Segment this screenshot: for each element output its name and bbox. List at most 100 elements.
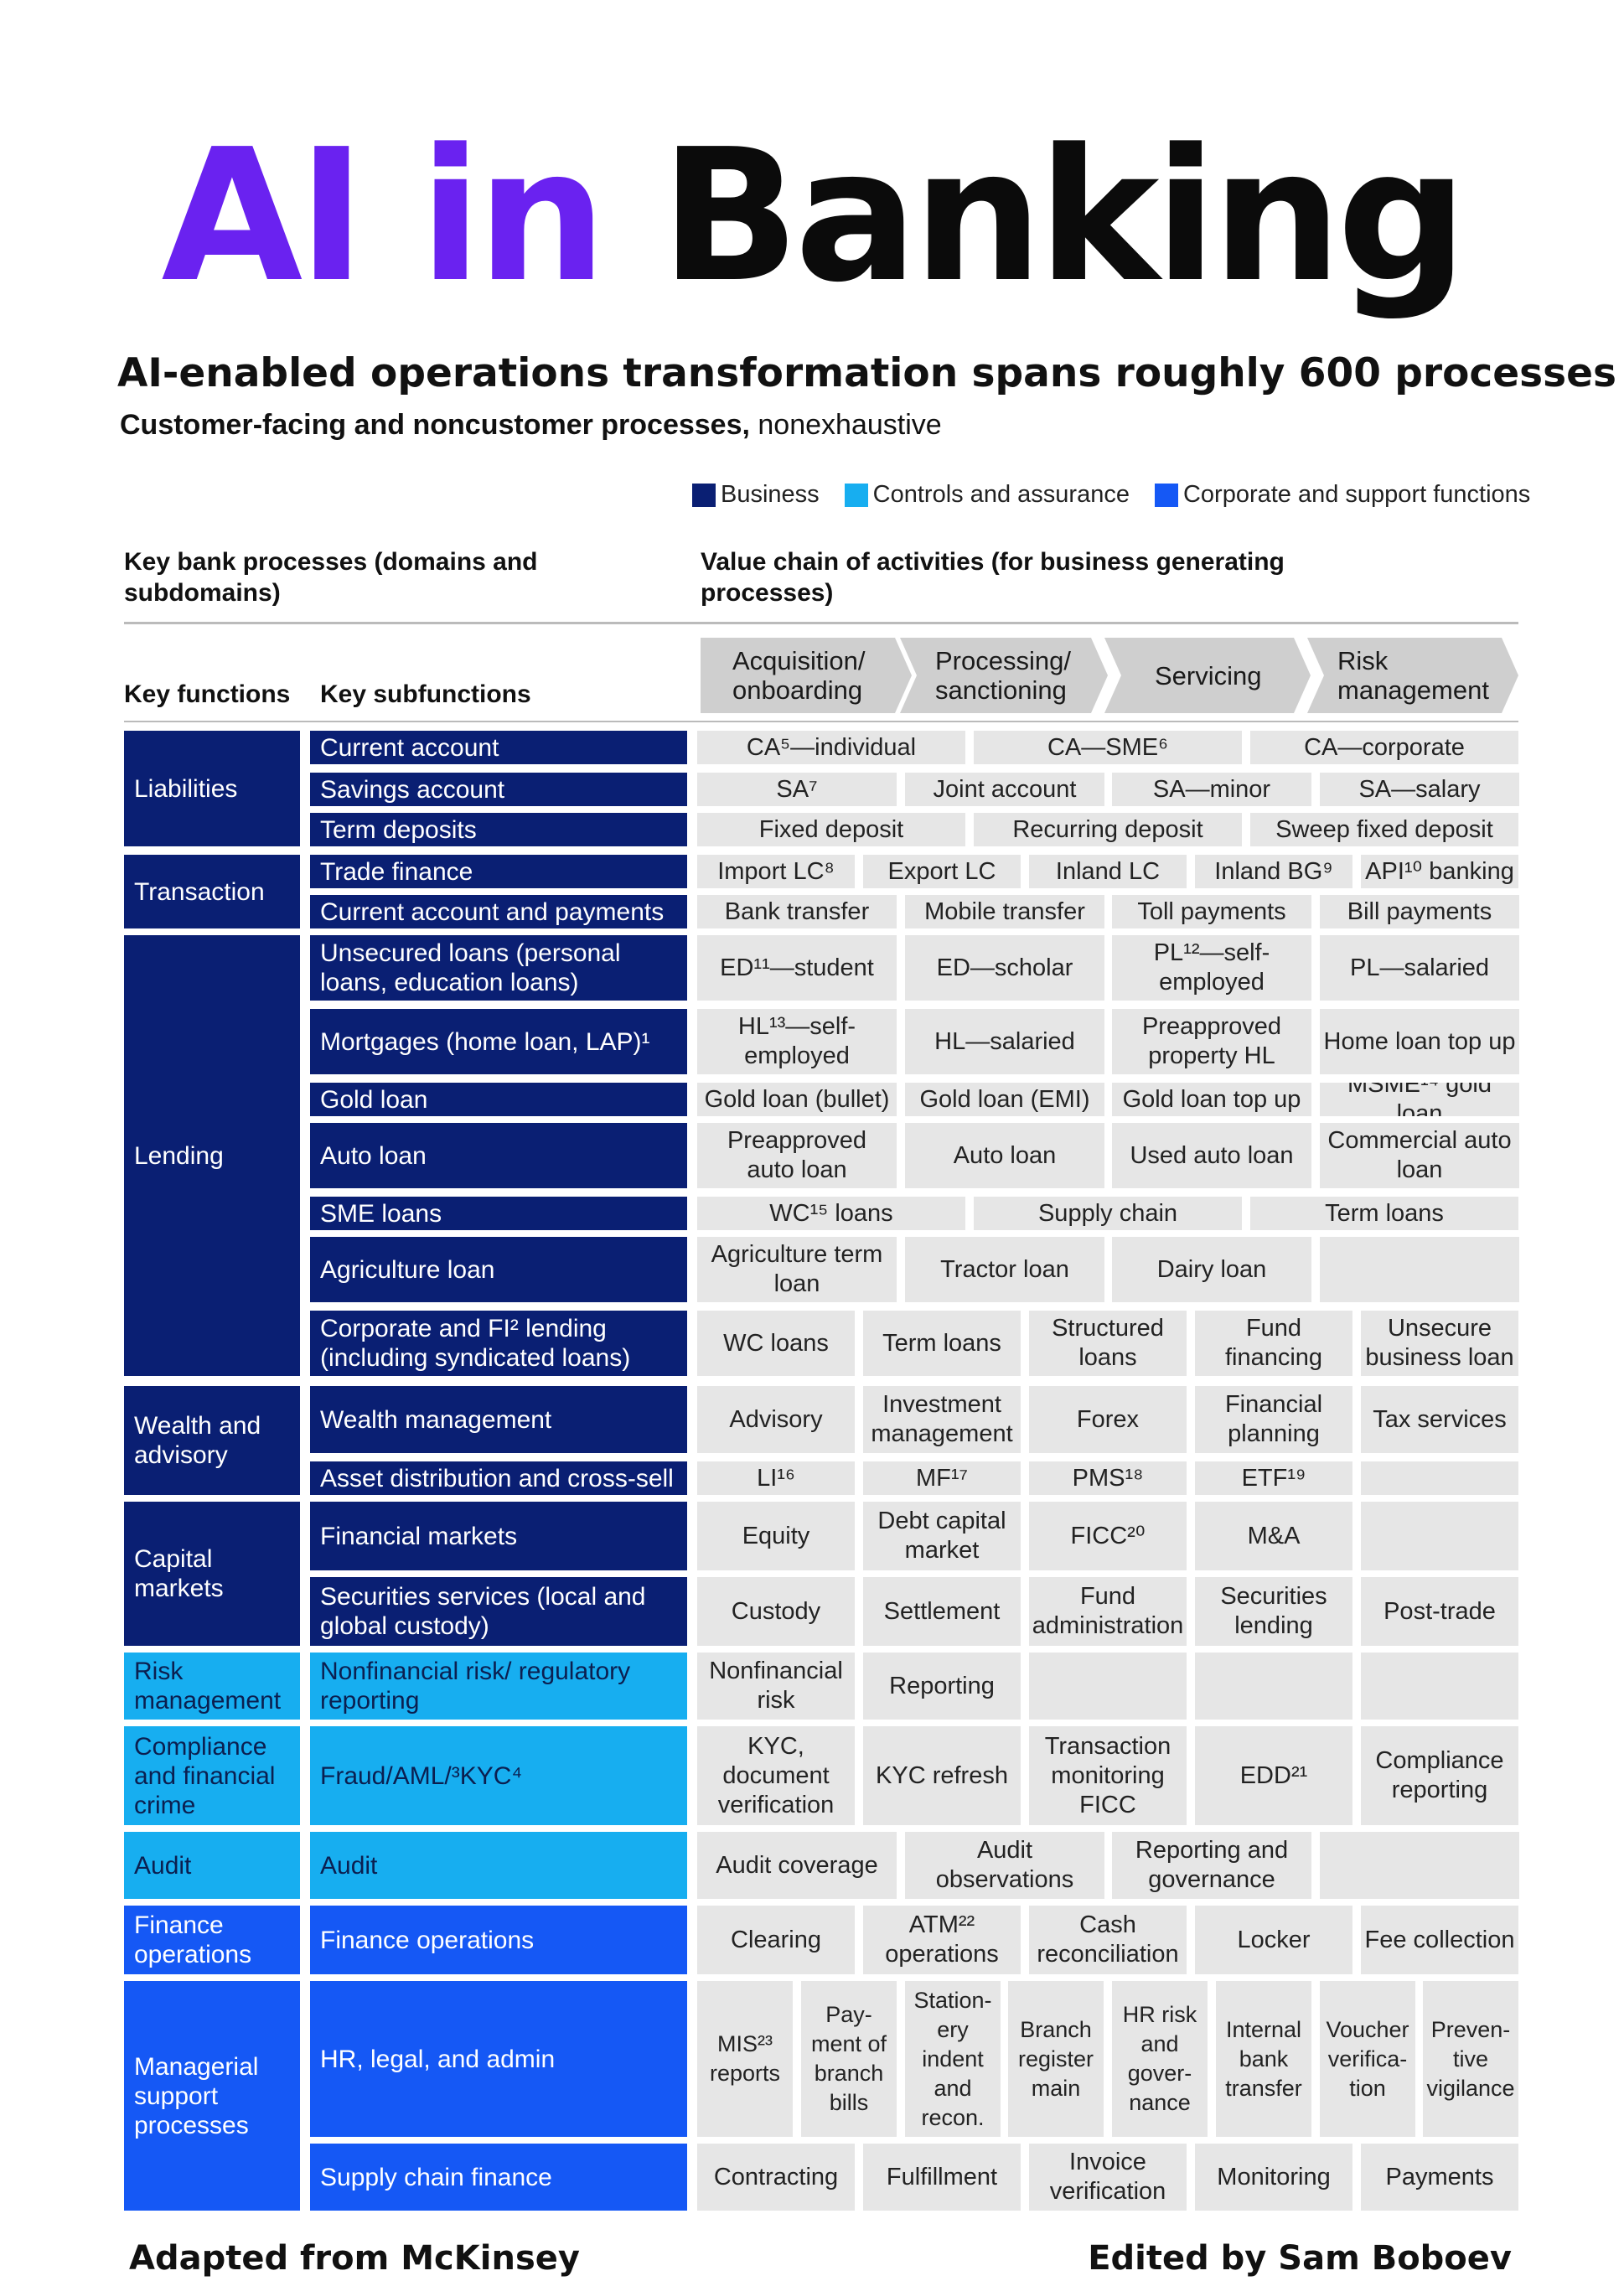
activity-cell: Monitoring <box>1195 2144 1352 2211</box>
activity-cell: Unsecure business loan <box>1361 1311 1518 1376</box>
activity-cell: SA⁷ <box>697 773 897 806</box>
activity-cell-text: Mobile transfer <box>924 897 1085 925</box>
activity-cell: PL¹²—self-employed <box>1112 935 1311 1001</box>
activity-cell-text: FICC²⁰ <box>1070 1522 1146 1549</box>
activity-cell-text: Tractor loan <box>940 1255 1069 1283</box>
activity-cell-text: Settlement <box>883 1597 1001 1625</box>
subfunction-nonfinancial-risk-regulatory-reporting-text: Nonfinancial risk/ regulatory reporting <box>320 1658 631 1715</box>
subfunction-asset-distribution-and-cross-sell: Asset distribution and cross-sell <box>310 1461 687 1495</box>
activity-cell: Gold loan top up <box>1112 1083 1311 1116</box>
activity-cell-text: Forex <box>1076 1405 1140 1433</box>
activity-cell: ETF¹⁹ <box>1195 1461 1352 1495</box>
activity-cell-text: CA⁵—individual <box>746 733 917 761</box>
function-compliance-and-financial-crime-text: Compliance and financial crime <box>134 1732 276 1819</box>
function-managerial-support-processes-text: Managerial support processes <box>134 2052 259 2139</box>
activity-cell: SA—salary <box>1320 773 1519 806</box>
activity-cell-text: Payments <box>1385 2163 1494 2190</box>
activity-cell-text: Gold loan (bullet) <box>704 1085 890 1113</box>
function-finance-operations: Finance operations <box>124 1906 300 1974</box>
subfunction-supply-chain-finance: Supply chain finance <box>310 2144 687 2211</box>
activity-cell: ED—scholar <box>905 935 1104 1001</box>
activity-cell-text: Fee collection <box>1364 1926 1515 1953</box>
activity-cell-text: Securities lending <box>1220 1583 1327 1639</box>
activity-cell-text: Used auto loan <box>1130 1141 1294 1169</box>
subfunction-corporate-and-fi-lending-including-syndicated-loans: Corporate and FI² lending (including syn… <box>310 1311 687 1376</box>
activity-cell-text: LI¹⁶ <box>757 1464 795 1492</box>
activity-cell-text: Sweep fixed deposit <box>1275 815 1493 843</box>
activity-cell: Fee collection <box>1361 1906 1518 1974</box>
function-managerial-support-processes: Managerial support processes <box>124 1981 300 2211</box>
activity-cell: Transaction monitoring FICC <box>1029 1726 1187 1825</box>
activity-cell-text: SA—salary <box>1358 775 1481 803</box>
subfunction-nonfinancial-risk-regulatory-reporting: Nonfinancial risk/ regulatory reporting <box>310 1653 687 1720</box>
subfunction-supply-chain-finance-text: Supply chain finance <box>320 2163 552 2191</box>
activity-cell-text: Home loan top up <box>1323 1027 1516 1055</box>
subfunction-gold-loan-text: Gold loan <box>320 1085 428 1114</box>
activity-cell-text: CA—SME⁶ <box>1047 733 1169 761</box>
subfunction-term-deposits: Term deposits <box>310 813 687 846</box>
activity-cell: Voucher verifica-tion <box>1320 1981 1415 2137</box>
activity-cell-text: Transaction monitoring FICC <box>1044 1732 1171 1818</box>
subfunction-auto-loan: Auto loan <box>310 1123 687 1188</box>
activity-cell: Mobile transfer <box>905 895 1104 928</box>
legend-item-corporate: Corporate and support functions <box>1154 481 1531 509</box>
subfunction-current-account-text: Current account <box>320 733 499 762</box>
subfunction-current-account: Current account <box>310 731 687 764</box>
activity-cell: Toll payments <box>1112 895 1311 928</box>
activity-cell-text: Compliance reporting <box>1375 1747 1504 1803</box>
empty-activity-cell <box>1320 1237 1519 1302</box>
title-ai-in: AI in <box>161 111 608 323</box>
activity-cell: Advisory <box>697 1386 855 1453</box>
function-transaction: Transaction <box>124 855 300 928</box>
activity-cell-text: Monitoring <box>1217 2163 1331 2190</box>
activity-cell-text: Internal bank transfer <box>1225 2016 1302 2101</box>
activity-cell-text: Investment management <box>871 1391 1013 1447</box>
activity-cell: Term loans <box>863 1311 1021 1376</box>
activity-cell-text: Fulfillment <box>886 2163 998 2190</box>
legend-swatch <box>692 483 716 507</box>
legend-item-business: Business <box>692 481 820 509</box>
activity-cell: WC loans <box>697 1311 855 1376</box>
activity-cell: FICC²⁰ <box>1029 1502 1187 1570</box>
activity-cell: Internal bank transfer <box>1216 1981 1311 2137</box>
legend-swatch <box>1154 483 1178 507</box>
activity-cell: HL—salaried <box>905 1009 1104 1074</box>
activity-cell: MSME¹⁴ gold loan <box>1320 1083 1519 1116</box>
subfunction-sme-loans: SME loans <box>310 1197 687 1230</box>
activity-cell: Audit observations <box>905 1832 1104 1899</box>
activity-cell-text: Unsecure business loan <box>1365 1315 1514 1371</box>
activity-cell: Compliance reporting <box>1361 1726 1518 1825</box>
activity-cell: Nonfinancial risk <box>697 1653 855 1720</box>
sub-subtitle-rest: nonexhaustive <box>749 409 942 441</box>
subfunction-corporate-and-fi-lending-including-syndicated-loans-text: Corporate and FI² lending (including syn… <box>320 1315 631 1372</box>
activity-cell-text: Fund financing <box>1224 1315 1323 1371</box>
subfunction-hr-legal-and-admin-text: HR, legal, and admin <box>320 2045 556 2073</box>
stage-risk-management: Risk management <box>1307 638 1518 713</box>
activity-cell-text: Bank transfer <box>724 897 870 925</box>
activity-cell: Locker <box>1195 1906 1352 1974</box>
activity-cell: Financial planning <box>1195 1386 1352 1453</box>
activity-cell: Forex <box>1029 1386 1187 1453</box>
activity-cell-text: SA—minor <box>1152 775 1271 803</box>
activity-cell: Fund administration <box>1029 1577 1187 1646</box>
activity-cell-text: MIS²³ reports <box>709 2031 781 2086</box>
function-audit: Audit <box>124 1832 300 1899</box>
subfunction-hr-legal-and-admin: HR, legal, and admin <box>310 1981 687 2137</box>
empty-activity-cell <box>1361 1502 1518 1570</box>
function-wealth-and-advisory-text: Wealth and advisory <box>134 1412 261 1469</box>
activity-cell-text: ATM²² operations <box>885 1911 999 1968</box>
activity-cell-text: Fund administration <box>1032 1583 1184 1639</box>
subtitle: AI-enabled operations transformation spa… <box>117 350 1616 396</box>
activity-cell-text: Toll payments <box>1137 897 1286 925</box>
activity-cell: LI¹⁶ <box>697 1461 855 1495</box>
legend-label: Corporate and support functions <box>1182 481 1531 508</box>
empty-activity-cell <box>1195 1653 1352 1720</box>
activity-cell: EDD²¹ <box>1195 1726 1352 1825</box>
activity-cell: Bank transfer <box>697 895 897 928</box>
subfunction-mortgages-home-loan-lap: Mortgages (home loan, LAP)¹ <box>310 1009 687 1074</box>
activity-cell-text: HR risk and gover-nance <box>1122 2002 1197 2115</box>
activity-cell-text: Cash reconciliation <box>1037 1911 1179 1968</box>
activity-cell: Preven-tive vigilance <box>1423 1981 1518 2137</box>
activity-cell-text: Custody <box>731 1597 821 1625</box>
activity-cell-text: Debt capital market <box>877 1508 1006 1564</box>
